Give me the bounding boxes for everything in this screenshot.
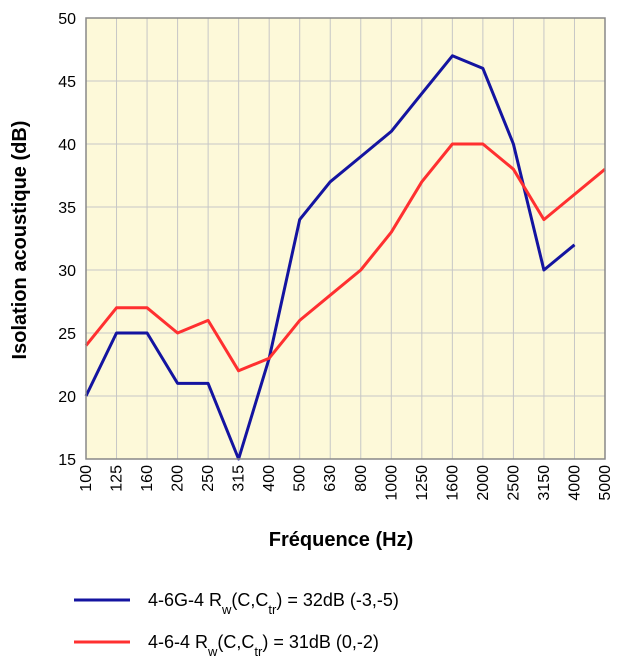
y-tick-label: 45 — [58, 74, 76, 91]
x-tick-label: 630 — [322, 465, 339, 492]
x-tick-label: 315 — [231, 465, 248, 492]
series-line-red — [84, 142, 606, 373]
legend-label: 4-6G-4 Rw(C,Ctr) = 32dB (-3,-5) — [148, 590, 399, 617]
x-tick-labels: 100 125 160 200 250 315 400 500 630 800 1000 1250 16… — [78, 465, 614, 501]
y-tick-label: 40 — [58, 137, 76, 154]
plot-frame — [85, 17, 606, 460]
y-tick-label: 50 — [58, 11, 76, 28]
y-tick-label: 35 — [58, 200, 76, 217]
x-tick-label: 200 — [170, 465, 187, 492]
x-tick-label: 2000 — [475, 465, 492, 501]
x-tick-label: 800 — [353, 465, 370, 492]
series-layer — [84, 54, 606, 461]
x-tick-label: 250 — [200, 465, 217, 492]
y-tick-label: 15 — [58, 452, 76, 469]
x-tick-label: 2500 — [505, 465, 522, 501]
x-tick-label: 3150 — [536, 465, 553, 501]
y-tick-label: 20 — [58, 389, 76, 406]
y-tick-label: 30 — [58, 263, 76, 280]
series-line-blue — [84, 54, 576, 461]
x-tick-label: 1250 — [414, 465, 431, 501]
y-tick-labels: 15 20 25 30 35 40 45 50 — [58, 11, 76, 469]
y-axis-title: Isolation acoustique (dB) — [9, 121, 31, 360]
x-tick-label: 1600 — [444, 465, 461, 501]
x-tick-label: 1000 — [383, 465, 400, 501]
x-tick-label: 500 — [292, 465, 309, 492]
x-axis-title: Fréquence (Hz) — [269, 529, 413, 551]
plot-background — [86, 18, 605, 459]
x-tick-label: 100 — [78, 465, 95, 492]
x-tick-label: 400 — [261, 465, 278, 492]
x-tick-label: 4000 — [566, 465, 583, 501]
y-tick-label: 25 — [58, 326, 76, 343]
legend-label: 4-6-4 Rw(C,Ctr) = 31dB (0,-2) — [148, 632, 379, 658]
x-tick-label: 5000 — [597, 465, 614, 501]
x-tick-label: 160 — [139, 465, 156, 492]
legend: 4-6G-4 Rw(C,Ctr) = 32dB (-3,-5) 4-6-4 Rw(… — [74, 590, 399, 658]
x-tick-label: 125 — [109, 465, 126, 492]
